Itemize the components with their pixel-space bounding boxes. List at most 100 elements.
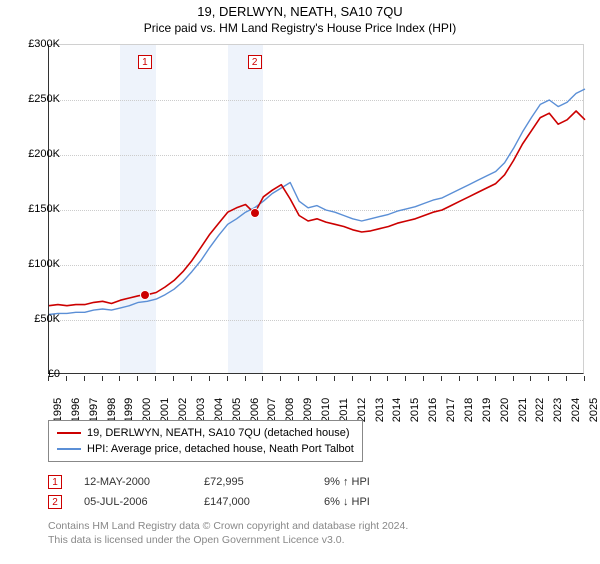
y-axis-tick-label: £100K [14, 258, 60, 270]
x-axis-tick [48, 376, 49, 381]
x-axis-tick-label: 2008 [284, 398, 296, 422]
x-axis-tick-label: 2002 [177, 398, 189, 422]
sale-row: 1 12-MAY-2000 £72,995 9% ↑ HPI [48, 472, 444, 492]
y-axis-tick-label: £50K [14, 313, 60, 325]
legend-swatch [57, 448, 81, 450]
sale-delta: 9% ↑ HPI [324, 476, 444, 488]
footnote-line: This data is licensed under the Open Gov… [48, 534, 408, 548]
x-axis-tick [119, 376, 120, 381]
y-axis-tick-label: £150K [14, 203, 60, 215]
x-axis-tick-label: 2012 [356, 398, 368, 422]
x-axis-tick-label: 1999 [123, 398, 135, 422]
x-axis-tick-label: 2014 [391, 398, 403, 422]
x-axis-tick-label: 1996 [70, 398, 82, 422]
x-axis-tick [495, 376, 496, 381]
legend-item: 19, DERLWYN, NEATH, SA10 7QU (detached h… [57, 425, 354, 441]
x-axis-tick [459, 376, 460, 381]
chart-legend: 19, DERLWYN, NEATH, SA10 7QU (detached h… [48, 420, 363, 462]
sale-date: 12-MAY-2000 [84, 476, 204, 488]
x-axis-tick-label: 2018 [463, 398, 475, 422]
x-axis-tick [441, 376, 442, 381]
sale-price: £147,000 [204, 496, 324, 508]
x-axis-tick-label: 2005 [231, 398, 243, 422]
x-axis-tick-label: 2022 [534, 398, 546, 422]
x-axis-tick [316, 376, 317, 381]
x-axis-tick [352, 376, 353, 381]
x-axis-tick [155, 376, 156, 381]
sale-point-dot [251, 209, 259, 217]
x-axis-tick [262, 376, 263, 381]
x-axis-tick [513, 376, 514, 381]
x-axis-tick-label: 2024 [570, 398, 582, 422]
footnote-line: Contains HM Land Registry data © Crown c… [48, 520, 408, 534]
x-axis-tick-label: 2015 [409, 398, 421, 422]
sale-index-badge: 2 [48, 495, 62, 509]
x-axis-tick [566, 376, 567, 381]
x-axis-labels: 1995199619971998199920002001200220032004… [48, 376, 584, 416]
x-axis-tick-label: 2001 [159, 398, 171, 422]
legend-item: HPI: Average price, detached house, Neat… [57, 441, 354, 457]
sale-point-badge: 2 [248, 55, 262, 69]
x-axis-tick [584, 376, 585, 381]
x-axis-tick-label: 2021 [517, 398, 529, 422]
x-axis-tick [280, 376, 281, 381]
footnote: Contains HM Land Registry data © Crown c… [48, 520, 408, 547]
x-axis-tick-label: 2004 [213, 398, 225, 422]
x-axis-tick [137, 376, 138, 381]
legend-swatch [57, 432, 81, 434]
x-axis-tick-label: 2011 [338, 398, 350, 422]
x-axis-tick-label: 2019 [481, 398, 493, 422]
x-axis-tick-label: 2006 [249, 398, 261, 422]
x-axis-tick [370, 376, 371, 381]
x-axis-tick-label: 2016 [427, 398, 439, 422]
x-axis-tick [530, 376, 531, 381]
y-axis-tick-label: £250K [14, 93, 60, 105]
series-line [49, 89, 585, 315]
x-axis-tick [548, 376, 549, 381]
x-axis-tick-label: 1997 [88, 398, 100, 422]
chart-subtitle: Price paid vs. HM Land Registry's House … [0, 21, 600, 35]
chart-plot-area: 12 [48, 44, 584, 374]
sale-row: 2 05-JUL-2006 £147,000 6% ↓ HPI [48, 492, 444, 512]
x-axis-tick-label: 2017 [445, 398, 457, 422]
x-axis-tick-label: 1995 [52, 398, 64, 422]
x-axis-tick [423, 376, 424, 381]
series-line [49, 111, 585, 306]
x-axis-tick [84, 376, 85, 381]
x-axis-tick [334, 376, 335, 381]
x-axis-tick-label: 2010 [320, 398, 332, 422]
legend-label: 19, DERLWYN, NEATH, SA10 7QU (detached h… [87, 427, 349, 439]
x-axis-tick [405, 376, 406, 381]
sale-delta: 6% ↓ HPI [324, 496, 444, 508]
x-axis-tick-label: 1998 [106, 398, 118, 422]
y-axis-tick-label: £200K [14, 148, 60, 160]
x-axis-tick-label: 2023 [552, 398, 564, 422]
x-axis-tick-label: 2025 [588, 398, 600, 422]
x-axis-tick [387, 376, 388, 381]
chart-lines-svg [49, 45, 583, 373]
x-axis-tick [298, 376, 299, 381]
sale-point-dot [141, 291, 149, 299]
x-axis-tick [245, 376, 246, 381]
x-axis-tick [477, 376, 478, 381]
x-axis-tick [209, 376, 210, 381]
x-axis-tick [66, 376, 67, 381]
chart-title: 19, DERLWYN, NEATH, SA10 7QU [0, 4, 600, 19]
sale-price: £72,995 [204, 476, 324, 488]
x-axis-tick [102, 376, 103, 381]
x-axis-tick [191, 376, 192, 381]
x-axis-tick [173, 376, 174, 381]
x-axis-tick-label: 2020 [499, 398, 511, 422]
x-axis-tick-label: 2003 [195, 398, 207, 422]
legend-label: HPI: Average price, detached house, Neat… [87, 443, 354, 455]
sale-index-badge: 1 [48, 475, 62, 489]
sales-table: 1 12-MAY-2000 £72,995 9% ↑ HPI 2 05-JUL-… [48, 472, 444, 512]
x-axis-tick-label: 2009 [302, 398, 314, 422]
x-axis-tick-label: 2007 [266, 398, 278, 422]
sale-date: 05-JUL-2006 [84, 496, 204, 508]
x-axis-tick-label: 2000 [141, 398, 153, 422]
x-axis-tick [227, 376, 228, 381]
x-axis-tick-label: 2013 [374, 398, 386, 422]
sale-point-badge: 1 [138, 55, 152, 69]
y-axis-tick-label: £300K [14, 38, 60, 50]
